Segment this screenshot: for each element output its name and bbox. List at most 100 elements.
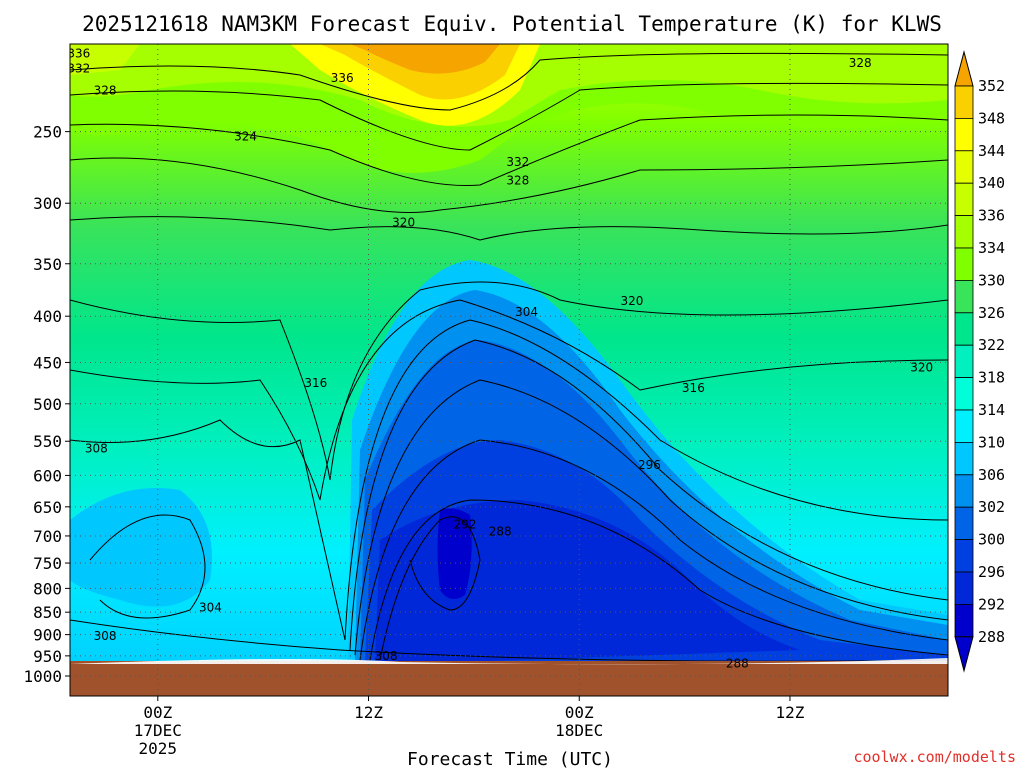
colorbar-swatch [954,409,974,443]
contour-label: 336 [67,47,90,61]
colorbar-top-arrow [954,50,974,87]
colorbar-label: 318 [978,369,1005,387]
x-tick-label: 00Z [143,703,172,722]
surface-line [70,658,948,665]
colorbar-swatch [954,247,974,281]
x-tick-label: 00Z [565,703,594,722]
y-tick-label: 400 [33,307,62,326]
colorbar-label: 340 [978,174,1005,192]
band-336-left [70,44,140,75]
colorbar-swatch [954,215,974,249]
y-tick-label: 550 [33,432,62,451]
colorbar-label: 292 [978,595,1005,613]
colorbar-swatch [954,279,974,314]
colorbar-label: 288 [978,628,1005,646]
colorbar-swatch [954,377,974,411]
contour-lines [70,52,948,662]
y-tick-label: 700 [33,527,62,546]
contour-label: 328 [506,173,529,187]
colorbar-label: 314 [978,401,1005,419]
contour-label: 328 [849,56,872,70]
contour-label: 288 [726,657,749,671]
band-306-lowleft [70,488,212,607]
colorbar-bottom-arrow [954,636,974,673]
terrain-ground [70,661,948,696]
y-tick-label: 450 [33,353,62,372]
colorbar-swatch [954,441,974,476]
colorbar-swatch [954,312,974,346]
x-tick-label: 12Z [776,703,805,722]
x-tick-label: 2025 [139,739,178,758]
colorbar-label: 344 [978,142,1005,160]
x-tick-label: 12Z [354,703,383,722]
dotted-grid [70,44,948,696]
band-292 [375,500,800,665]
colorbar-label: 326 [978,304,1005,322]
colorbar-swatch [954,474,974,508]
colorbar-label: 310 [978,433,1005,451]
contour-label: 316 [304,376,327,390]
colorbar-swatch [954,182,974,216]
contour-label: 316 [682,381,705,395]
colorbar-swatch [954,539,974,573]
colorbar-swatch [954,118,974,152]
colorbar-label: 352 [978,77,1005,95]
contour-label: 308 [85,441,108,455]
contour-label: 304 [199,601,222,615]
chart-title: 2025121618 NAM3KM Forecast Equiv. Potent… [82,12,942,36]
contour-label: 308 [94,629,117,643]
colorbar-swatch [954,85,974,119]
y-tick-label: 900 [33,626,62,645]
y-tick-label: 850 [33,603,62,622]
contour-label: 304 [515,305,538,319]
y-tick-label: 750 [33,554,62,573]
colorbar-label: 322 [978,336,1005,354]
credit-text: coolwx.com/modelts [853,748,1016,766]
colorbar-label: 330 [978,271,1005,289]
colorbar-label: 334 [978,239,1005,257]
contour-label: 292 [454,518,477,532]
x-axis-label: Forecast Time (UTC) [407,749,613,768]
y-tick-label: 250 [33,123,62,142]
contour-label: 332 [67,62,90,76]
y-tick-label: 500 [33,395,62,414]
contour-label: 332 [506,155,529,169]
contour-label: 320 [620,294,643,308]
contour-label: 308 [375,649,398,663]
x-tick-label: 17DEC [134,721,182,740]
y-tick-label: 950 [33,647,62,666]
colorbar-label: 348 [978,109,1005,127]
y-tick-label: 800 [33,579,62,598]
y-tick-label: 350 [33,255,62,274]
y-tick-label: 300 [33,194,62,213]
colorbar-swatch [954,150,974,184]
contour-label: 320 [910,361,933,375]
y-tick-label: 600 [33,466,62,485]
colorbar-swatch [954,506,974,541]
colorbar: 352 348 344 340 336 334 330 326 322 318 314 310 306 3… [954,50,1005,673]
band-352 [350,44,500,74]
contour-label: 328 [94,83,117,97]
colorbar-swatch [954,571,974,605]
y-tick-label: 1000 [23,667,62,686]
contour-label: 336 [331,71,354,85]
contour-label: 324 [234,129,257,143]
band-288-core [437,508,472,599]
y-axis: 250 300 350 400 450 500 550 600 650 700 750 800 850 9… [23,123,70,686]
colorbar-swatch [954,604,974,638]
colorbar-label: 296 [978,563,1005,581]
contour-label: 296 [638,458,661,472]
plot-frame [69,43,949,697]
colorbar-label: 306 [978,466,1005,484]
colorbar-label: 302 [978,498,1005,516]
y-tick-label: 650 [33,498,62,517]
contour-label: 288 [489,524,512,538]
colorbar-swatch [954,344,974,379]
colorbar-label: 336 [978,207,1005,225]
x-tick-label: 18DEC [555,721,603,740]
colorbar-label: 300 [978,531,1005,549]
